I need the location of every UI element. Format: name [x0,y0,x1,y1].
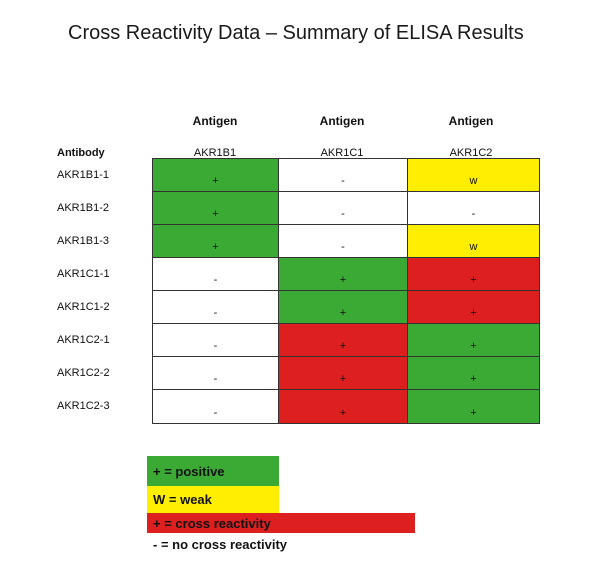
row-label: AKR1C2-3 [57,399,110,412]
row-label: AKR1B1-3 [57,234,109,247]
row-label: AKR1C1-1 [57,267,110,280]
result-cell: - [153,291,279,324]
row-label: AKR1B1-1 [57,168,109,181]
result-cell: - [153,357,279,390]
result-cell: - [153,258,279,291]
result-cell: + [408,357,539,390]
row-labels: AKR1B1-1 AKR1B1-2 AKR1B1-3 AKR1C1-1 AKR1C1-2… [57,158,110,422]
antigen-header-3: Antigen [448,114,494,128]
result-cell: - [153,390,279,423]
legend-cross-reactivity: + = cross reactivity [147,513,415,533]
legend-positive: + = positive [147,456,279,486]
column-name-akr1c2: AKR1C2 [449,147,493,159]
row-label: AKR1C2-1 [57,333,110,346]
antibody-header: Antibody [57,147,105,159]
result-cell: + [408,258,539,291]
page-title: Cross Reactivity Data – Summary of ELISA… [68,22,524,44]
result-cell: - [279,192,408,225]
row-label: AKR1C2-2 [57,366,110,379]
result-cell: - [153,324,279,357]
column-name-akr1b1: AKR1B1 [193,147,237,159]
result-cell: + [279,357,408,390]
result-cell: - [408,192,539,225]
result-cell: + [408,324,539,357]
results-table: + - w + - - + - w - + + - + + - + + - + + - + + [152,158,540,424]
result-cell: w [408,225,539,258]
antigen-header-1: Antigen [192,114,238,128]
antigen-header-2: Antigen [319,114,365,128]
result-cell: + [279,291,408,324]
result-cell: + [279,324,408,357]
result-cell: + [408,291,539,324]
column-name-akr1c1: AKR1C1 [320,147,364,159]
legend-no-cross-reactivity: - = no cross reactivity [153,536,288,552]
legend-weak: W = weak [147,486,279,513]
result-cell: + [153,159,279,192]
result-cell: - [279,225,408,258]
result-cell: + [279,258,408,291]
row-label: AKR1B1-2 [57,201,109,214]
result-cell: + [153,192,279,225]
result-cell: + [279,390,408,423]
result-cell: - [279,159,408,192]
row-label: AKR1C1-2 [57,300,110,313]
result-cell: w [408,159,539,192]
result-cell: + [408,390,539,423]
result-cell: + [153,225,279,258]
